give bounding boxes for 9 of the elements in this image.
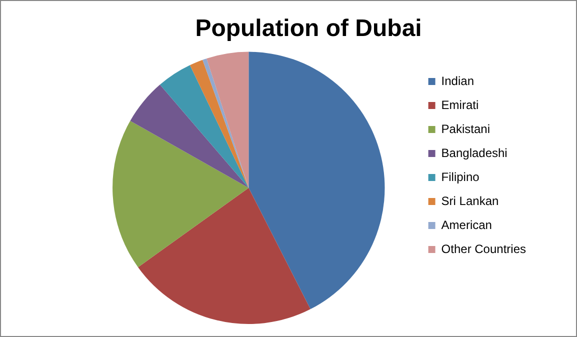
chart-title: Population of Dubai [195, 15, 422, 42]
legend-label: American [441, 218, 492, 232]
legend-label: Bangladeshi [441, 146, 508, 160]
legend-label: Filipino [441, 170, 480, 184]
legend-label: Pakistani [441, 122, 490, 136]
legend-label: Indian [441, 74, 474, 88]
legend-label: Other Countries [441, 242, 526, 256]
legend-label: Emirati [441, 98, 479, 112]
legend-label: Sri Lankan [441, 194, 499, 208]
